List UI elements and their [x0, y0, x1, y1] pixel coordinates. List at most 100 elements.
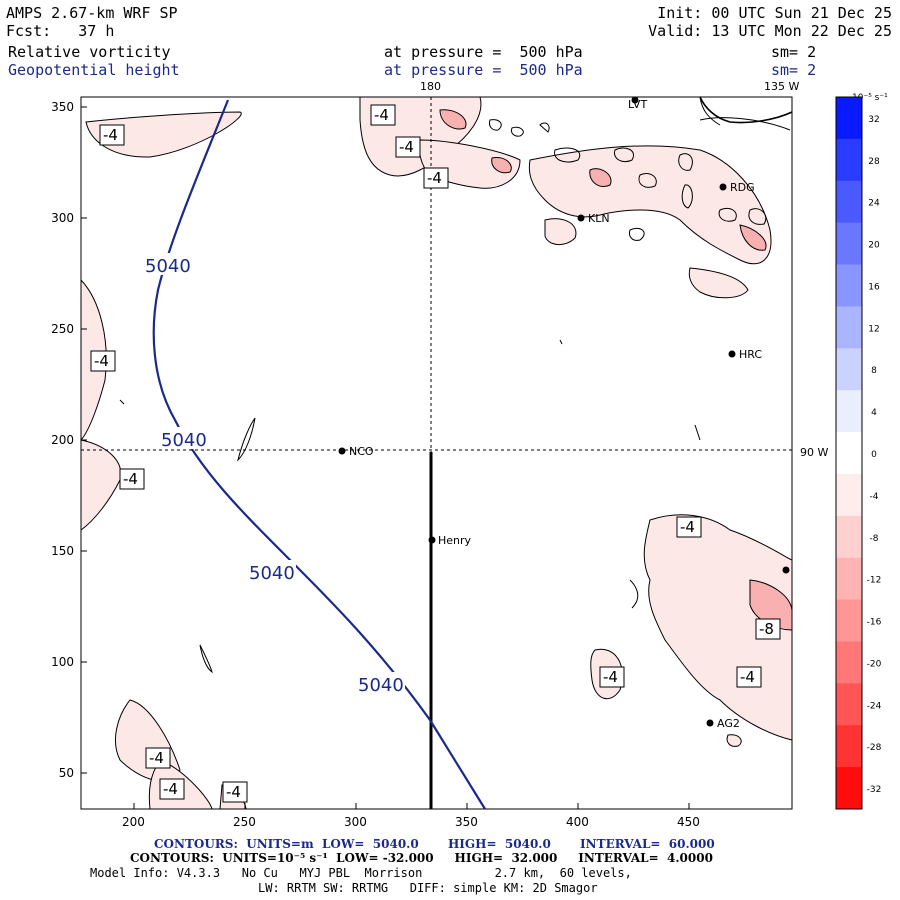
svg-text:-4: -4 [427, 169, 442, 187]
vorticity-label: -4 [99, 124, 125, 146]
colorbar-tick-label: 32 [868, 115, 879, 125]
colorbar-segment [836, 515, 862, 559]
svg-text:KLN: KLN [588, 212, 610, 225]
colorbar-segment [836, 138, 862, 182]
colorbar-tick-label: -16 [867, 618, 882, 628]
colorbar-frame [835, 96, 863, 810]
colorbar-segment [836, 432, 862, 475]
meridian-label-180: 180 [420, 80, 441, 93]
y-tick-label: 200 [51, 433, 74, 447]
field1-smoothing: sm= 2 [771, 43, 817, 61]
colorbar-tick-label: -28 [867, 743, 882, 753]
station-unnamed [782, 566, 790, 574]
station-rdg: RDG [719, 181, 755, 194]
coastline [699, 96, 793, 124]
field1-name: Relative vorticity [8, 43, 171, 61]
svg-text:-4: -4 [226, 783, 241, 801]
station-henry: Henry [428, 534, 472, 547]
init-time: Init: 00 UTC Sun 21 Dec 25 [657, 4, 892, 22]
field1-level: at pressure = 500 hPa [384, 43, 583, 61]
y-tick-label: 250 [51, 322, 74, 336]
y-tick-label: 350 [51, 100, 74, 114]
y-tick-label: 100 [51, 655, 74, 669]
field2-name: Geopotential height [8, 61, 180, 79]
svg-text:Henry: Henry [438, 534, 472, 547]
colorbar-segment [836, 557, 862, 601]
svg-text:RDG: RDG [730, 181, 755, 194]
x-tick-label: 450 [677, 815, 700, 829]
colorbar-segment [836, 97, 862, 140]
colorbar-segment [836, 683, 862, 726]
height-label: 5040 [358, 675, 404, 696]
vorticity-contour-info: CONTOURS: UNITS=10⁻⁵ s⁻¹ LOW= -32.000 HI… [130, 851, 713, 865]
x-tick-label: 350 [455, 815, 478, 829]
svg-text:-4: -4 [399, 138, 414, 156]
colorbar-tick-label: 8 [871, 366, 877, 376]
svg-text:LVT: LVT [628, 98, 647, 111]
colorbar-tick-label: -4 [870, 492, 879, 502]
vorticity-strong-shading [439, 109, 793, 631]
y-tick-label: 150 [51, 544, 74, 558]
x-tick-label: 400 [566, 815, 589, 829]
colorbar-tick-label: 16 [868, 282, 880, 292]
x-tick-label: 250 [233, 815, 256, 829]
station-group: LVT RDG KLN HRC NCO Henry AG2 [338, 96, 790, 730]
colorbar-tick-label: -8 [870, 534, 879, 544]
colorbar-segment [836, 222, 862, 266]
colorbar-unit: 10⁻⁵ s⁻¹ [852, 93, 888, 103]
colorbar-tick-label: 0 [871, 450, 877, 460]
colorbar-segment [836, 599, 862, 642]
colorbar-segment [836, 767, 862, 810]
colorbar-segment [836, 348, 862, 391]
colorbar-tick-label: 20 [868, 241, 880, 251]
height-label: 5040 [145, 256, 191, 277]
station-lvt: LVT [628, 96, 647, 111]
svg-text:-4: -4 [603, 668, 618, 686]
station-nco: NCO [338, 445, 374, 458]
x-axis-labels: 200 250 300 350 400 450 [122, 815, 700, 829]
colorbar-tick-label: -32 [867, 785, 882, 795]
svg-text:-4: -4 [103, 126, 118, 144]
vorticity-label: -4 [395, 136, 421, 158]
colorbar-segment [836, 264, 862, 307]
svg-text:AG2: AG2 [717, 717, 740, 730]
svg-text:-4: -4 [740, 668, 755, 686]
meridian-label-135w: 135 W [764, 80, 799, 93]
vorticity-label: -4 [370, 104, 396, 126]
colorbar-segment [836, 725, 862, 768]
vorticity-label: -4 [676, 516, 702, 538]
svg-text:-8: -8 [759, 620, 774, 638]
station-ag2: AG2 [706, 717, 740, 730]
vorticity-label: -4 [145, 747, 171, 769]
model-info: Model Info: V4.3.3 No Cu MYJ PBL Morriso… [90, 866, 632, 880]
colorbar-segment [836, 473, 862, 517]
physics-info: LW: RRTM SW: RRTMG DIFF: simple KM: 2D S… [258, 881, 598, 895]
y-tick-label: 50 [59, 766, 74, 780]
vorticity-label: -4 [159, 778, 185, 800]
colorbar-tick-label: -20 [867, 659, 882, 669]
colorbar-segment [836, 641, 862, 684]
height-label: 5040 [161, 430, 207, 451]
height-contour-info: CONTOURS: UNITS=m LOW= 5040.0 HIGH= 5040… [154, 837, 715, 851]
svg-text:NCO: NCO [349, 445, 374, 458]
vorticity-label: -4 [90, 350, 116, 372]
x-tick-label: 300 [344, 815, 367, 829]
svg-text:-4: -4 [680, 518, 695, 536]
x-tick-label: 200 [122, 815, 145, 829]
vorticity-label: -4 [222, 781, 248, 803]
colorbar-tick-label: 4 [871, 408, 877, 418]
colorbar-segment [836, 390, 862, 433]
colorbar-segment [836, 306, 862, 349]
colorbar-tick-label: 28 [868, 157, 880, 167]
svg-text:-4: -4 [149, 749, 164, 767]
vorticity-label: -8 [755, 618, 781, 640]
meridian-label-90w: 90 W [800, 446, 828, 459]
svg-text:HRC: HRC [739, 348, 762, 361]
height-contour-labels: 5040 5040 5040 5040 [142, 253, 405, 696]
colorbar-tick-label: -12 [867, 576, 882, 586]
colorbar-tick-label: 12 [868, 324, 879, 334]
vorticity-label: -4 [423, 167, 449, 189]
station-hrc: HRC [728, 348, 762, 361]
station-kln: KLN [577, 212, 610, 225]
